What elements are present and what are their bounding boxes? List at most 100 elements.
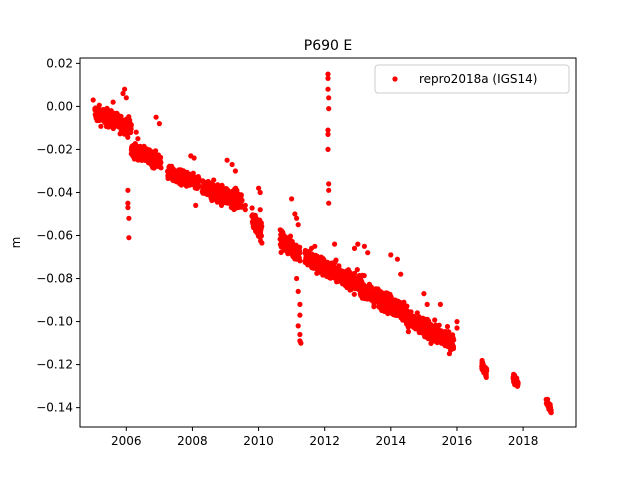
data-point [249, 205, 255, 211]
plot-area-frame [79, 57, 577, 428]
data-point [289, 196, 295, 202]
data-point [257, 207, 263, 213]
data-point [351, 245, 358, 251]
data-point [368, 284, 374, 290]
y-tick-label: −0.08 [36, 272, 73, 286]
data-point [326, 181, 332, 187]
data-point [295, 222, 301, 228]
data-point [158, 154, 164, 160]
data-point [404, 303, 410, 309]
data-point [153, 148, 159, 154]
data-point [545, 396, 551, 402]
data-point [421, 291, 427, 297]
x-axis: 2006 2008 2010 2012 2014 2016 2018 [111, 427, 538, 448]
data-point [336, 263, 342, 269]
data-point [414, 310, 420, 316]
y-tick-label: −0.06 [36, 229, 73, 243]
data-point [437, 301, 443, 307]
data-point [126, 215, 132, 221]
data-point [351, 291, 357, 297]
data-point [405, 329, 411, 335]
data-point [295, 323, 301, 329]
data-point [90, 97, 96, 103]
data-point [259, 240, 265, 246]
data-point [348, 286, 354, 293]
data-point [326, 95, 332, 101]
data-point [257, 189, 263, 196]
data-point [298, 340, 304, 346]
data-point [123, 95, 129, 101]
data-point [128, 126, 134, 132]
legend-box [374, 64, 570, 94]
data-point [325, 131, 331, 137]
data-point [394, 256, 400, 262]
y-tick-label: −0.04 [36, 185, 73, 199]
data-point [229, 161, 235, 168]
data-point [242, 207, 248, 213]
y-tick-label: 0.02 [46, 56, 73, 70]
data-point [128, 122, 134, 128]
data-point [326, 187, 332, 193]
data-point [158, 159, 164, 165]
data-point [325, 86, 331, 92]
data-points [90, 71, 554, 416]
data-point [239, 197, 245, 203]
data-point [287, 233, 294, 239]
data-point [548, 410, 554, 416]
data-point [125, 187, 131, 193]
data-point [259, 223, 265, 229]
data-point [126, 235, 132, 241]
x-tick-label: 2006 [111, 434, 142, 448]
data-point [294, 215, 300, 221]
data-point [256, 185, 262, 191]
data-point [258, 233, 264, 239]
data-point [153, 114, 159, 120]
data-point [156, 121, 162, 127]
y-tick-label: −0.02 [36, 142, 73, 156]
data-point [211, 177, 217, 183]
data-point [98, 123, 104, 129]
data-point [127, 117, 133, 123]
data-point [196, 175, 202, 182]
data-point [325, 127, 331, 133]
data-point [224, 157, 230, 163]
data-point [297, 312, 303, 318]
data-point [312, 243, 318, 249]
data-point [408, 309, 414, 315]
data-point [191, 155, 197, 161]
x-tick-label: 2008 [177, 434, 208, 448]
data-point [294, 275, 300, 282]
data-point [365, 250, 371, 256]
data-point [325, 146, 331, 152]
data-point [483, 374, 489, 380]
chart-title: P690 E [304, 38, 352, 54]
data-point [96, 102, 102, 108]
y-axis-label: m [9, 237, 23, 249]
data-point [398, 271, 404, 277]
data-point [388, 252, 394, 258]
legend-marker [392, 76, 398, 82]
data-point [234, 187, 240, 194]
data-point [354, 267, 360, 273]
data-point [432, 317, 438, 323]
legend-entry-label: repro2018a (IGS14) [419, 72, 537, 86]
data-point [454, 319, 460, 325]
data-point [295, 288, 301, 294]
x-tick-label: 2014 [376, 434, 407, 448]
data-point [292, 211, 298, 217]
data-point [361, 273, 367, 279]
data-point [125, 200, 131, 206]
data-point [355, 241, 361, 247]
data-point [326, 106, 332, 112]
data-point [133, 129, 139, 135]
data-point [125, 134, 131, 140]
x-tick-label: 2012 [309, 434, 340, 448]
data-point [122, 86, 128, 92]
x-tick-label: 2016 [442, 434, 473, 448]
data-point [332, 241, 338, 247]
data-point [325, 71, 331, 77]
data-point [325, 75, 331, 81]
data-point [135, 136, 141, 142]
data-point [326, 200, 332, 206]
